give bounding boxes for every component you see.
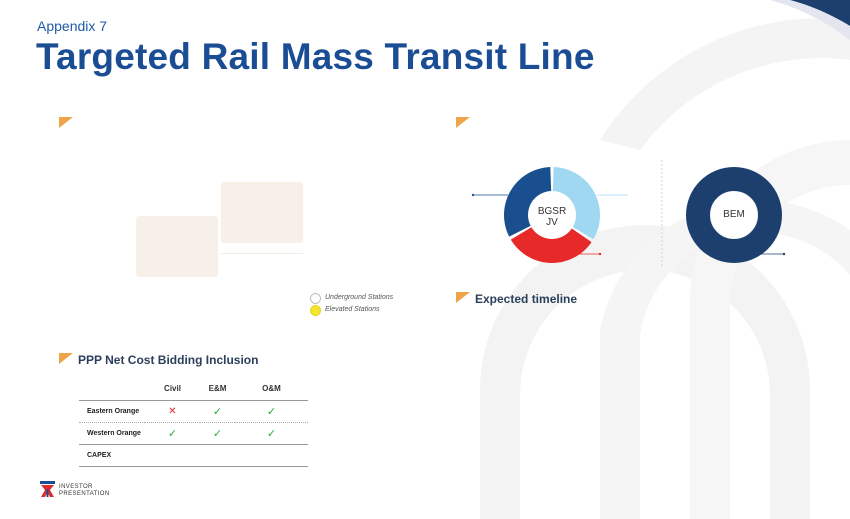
row-label-capex: CAPEX — [79, 444, 145, 467]
ppp-header-civil: Civil — [164, 383, 181, 393]
bgsr-label-line1: BGSR — [537, 206, 567, 217]
row-label-eastern-orange: Eastern Orange — [79, 400, 145, 423]
check-icon: ✓ — [235, 400, 308, 423]
ppp-header-row: Civil E&M O&M — [79, 376, 308, 401]
shareholding-donuts — [471, 160, 786, 268]
donut-segment — [510, 227, 592, 263]
row-label-western-orange: Western Orange — [79, 422, 145, 445]
map-inset-box — [136, 216, 218, 277]
footer-line1: INVESTOR — [59, 484, 93, 490]
bem-donut-label: BEM — [704, 209, 764, 220]
company-logo-icon — [40, 481, 55, 497]
capex-civil-cell — [145, 444, 200, 467]
check-icon: ✓ — [235, 422, 308, 445]
cross-icon: ✕ — [145, 400, 200, 423]
footer-line2: PRESENTATION — [59, 491, 110, 497]
donut-segment — [552, 167, 600, 240]
ppp-header-om: O&M — [262, 383, 281, 393]
callout-dot — [598, 252, 602, 256]
legend-underground-label: Underground Stations — [325, 294, 394, 301]
elevated-station-icon — [310, 305, 321, 316]
bgsr-donut-label: BGSR JV — [522, 206, 582, 228]
donut-center — [529, 192, 575, 238]
section-marker-icon — [59, 117, 73, 128]
capex-em-cell — [200, 444, 235, 467]
footer-label: INVESTOR PRESENTATION — [59, 484, 110, 498]
legend-elevated-label: Elevated Stations — [325, 306, 380, 313]
map-divider — [221, 253, 303, 254]
section-marker-icon — [456, 117, 470, 128]
bgsr-donut — [504, 167, 600, 263]
bgsr-label-line2: JV — [546, 217, 558, 228]
donut-center — [711, 192, 757, 238]
table-row: Western Orange ✓ ✓ ✓ — [79, 422, 308, 445]
table-row: Eastern Orange ✕ ✓ ✓ — [79, 400, 308, 423]
callout-dot — [782, 252, 786, 256]
donut-segment — [504, 167, 552, 237]
donut-segment — [686, 167, 782, 263]
ppp-table: Civil E&M O&M Eastern Orange ✕ ✓ ✓ Weste… — [79, 376, 308, 467]
appendix-label: Appendix 7 — [37, 18, 108, 34]
section-marker-icon — [59, 353, 73, 364]
bem-label-line1: BEM — [723, 209, 745, 220]
ppp-header-blank — [79, 376, 145, 401]
table-row: CAPEX — [79, 444, 308, 467]
check-icon: ✓ — [200, 400, 235, 423]
underground-station-icon — [310, 293, 321, 304]
check-icon: ✓ — [200, 422, 235, 445]
timeline-title: Expected timeline — [475, 292, 578, 306]
callout-dot — [471, 193, 475, 197]
section-marker-icon — [456, 292, 470, 303]
bem-donut — [686, 167, 782, 263]
ppp-title: PPP Net Cost Bidding Inclusion — [78, 353, 259, 367]
check-icon: ✓ — [145, 422, 200, 445]
page-title: Targeted Rail Mass Transit Line — [36, 36, 595, 77]
ppp-header-em: E&M — [208, 383, 227, 393]
capex-om-cell — [235, 444, 308, 467]
map-inset-box — [221, 182, 303, 243]
